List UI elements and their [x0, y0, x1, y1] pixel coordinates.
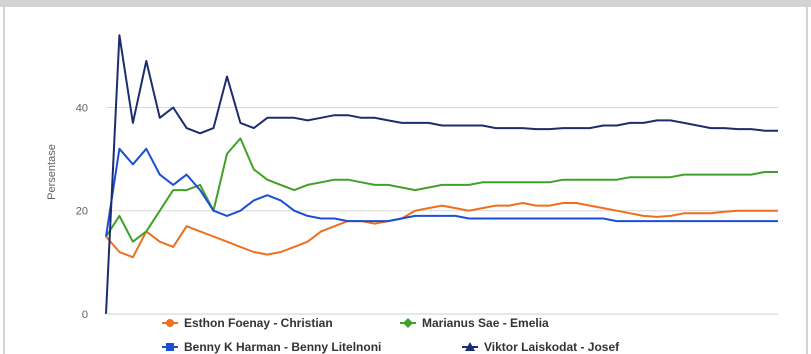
y-axis-label: Persentase — [46, 144, 58, 200]
series-line-3 — [105, 147, 778, 237]
legend-marker-diamond-icon — [403, 318, 413, 328]
window-right-border — [806, 7, 808, 354]
window-top-bar — [0, 0, 811, 7]
legend-label-1: Esthon Foenay - Christian — [184, 316, 333, 330]
legend-item-4: Viktor Laiskodat - Josef — [462, 340, 620, 354]
series-line-1 — [105, 202, 778, 259]
legend: Esthon Foenay - Christian Marianus Sae - … — [162, 316, 620, 354]
window-left-border — [3, 7, 5, 354]
series-lines — [105, 34, 778, 315]
y-tick-label-0: 0 — [82, 309, 88, 321]
series-line-2 — [105, 137, 778, 243]
y-tick-label-20: 20 — [76, 206, 88, 218]
legend-marker-triangle-icon — [465, 342, 475, 351]
y-tick-labels: 0 20 40 — [76, 102, 88, 321]
legend-item-1: Esthon Foenay - Christian — [162, 316, 333, 330]
legend-marker-circle-icon — [166, 319, 174, 327]
grid-lines — [106, 106, 778, 212]
series-line-4 — [105, 34, 778, 315]
legend-item-3: Benny K Harman - Benny Litelnoni — [162, 340, 381, 354]
legend-label-2: Marianus Sae - Emelia — [422, 316, 549, 330]
y-tick-label-40: 40 — [76, 102, 88, 114]
legend-marker-square-icon — [166, 343, 174, 351]
legend-item-2: Marianus Sae - Emelia — [400, 316, 549, 330]
legend-label-4: Viktor Laiskodat - Josef — [484, 340, 620, 354]
legend-label-3: Benny K Harman - Benny Litelnoni — [184, 340, 381, 354]
